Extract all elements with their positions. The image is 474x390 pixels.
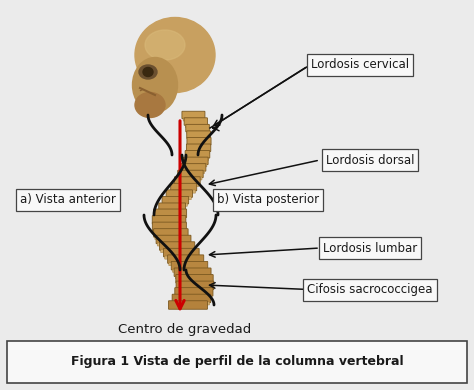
Text: Figura 1 Vista de perfil de la columna vertebral: Figura 1 Vista de perfil de la columna v… — [71, 356, 403, 369]
FancyBboxPatch shape — [162, 197, 189, 204]
FancyBboxPatch shape — [181, 164, 206, 171]
FancyBboxPatch shape — [186, 157, 209, 160]
FancyBboxPatch shape — [172, 190, 196, 193]
Text: a) Vista anterior: a) Vista anterior — [20, 193, 116, 206]
Ellipse shape — [135, 18, 215, 92]
FancyBboxPatch shape — [185, 124, 206, 128]
FancyBboxPatch shape — [176, 295, 212, 298]
Ellipse shape — [145, 30, 185, 60]
FancyBboxPatch shape — [188, 151, 210, 154]
FancyBboxPatch shape — [171, 183, 197, 191]
FancyBboxPatch shape — [164, 256, 198, 259]
FancyBboxPatch shape — [178, 170, 203, 178]
FancyBboxPatch shape — [166, 190, 192, 197]
FancyBboxPatch shape — [152, 216, 186, 224]
Text: Cifosis sacrococcigea: Cifosis sacrococcigea — [307, 284, 433, 296]
FancyBboxPatch shape — [156, 235, 191, 244]
FancyBboxPatch shape — [173, 269, 207, 272]
FancyBboxPatch shape — [174, 177, 200, 184]
FancyBboxPatch shape — [172, 294, 211, 303]
FancyBboxPatch shape — [159, 242, 195, 250]
FancyArrowPatch shape — [140, 89, 143, 90]
FancyBboxPatch shape — [176, 281, 214, 290]
Text: Lordosis dorsal: Lordosis dorsal — [326, 154, 414, 167]
FancyBboxPatch shape — [187, 131, 208, 134]
FancyBboxPatch shape — [188, 138, 210, 141]
FancyBboxPatch shape — [184, 118, 208, 125]
FancyBboxPatch shape — [186, 144, 211, 151]
FancyBboxPatch shape — [176, 275, 213, 283]
FancyBboxPatch shape — [7, 341, 467, 383]
FancyBboxPatch shape — [175, 276, 210, 279]
Text: b) Vista posterior: b) Vista posterior — [217, 193, 319, 206]
FancyBboxPatch shape — [155, 217, 185, 220]
FancyBboxPatch shape — [186, 124, 210, 132]
FancyBboxPatch shape — [183, 118, 204, 121]
FancyBboxPatch shape — [169, 262, 202, 266]
FancyBboxPatch shape — [161, 250, 193, 253]
FancyBboxPatch shape — [154, 229, 188, 237]
Ellipse shape — [135, 92, 165, 117]
FancyBboxPatch shape — [188, 144, 210, 147]
FancyBboxPatch shape — [160, 210, 184, 213]
Ellipse shape — [139, 65, 157, 79]
FancyBboxPatch shape — [171, 261, 208, 270]
Ellipse shape — [143, 67, 153, 76]
FancyBboxPatch shape — [159, 203, 186, 211]
FancyBboxPatch shape — [176, 183, 199, 186]
FancyBboxPatch shape — [167, 197, 191, 200]
FancyBboxPatch shape — [184, 164, 207, 167]
FancyBboxPatch shape — [182, 111, 205, 119]
FancyBboxPatch shape — [163, 203, 187, 206]
FancyBboxPatch shape — [185, 151, 210, 158]
FancyBboxPatch shape — [154, 209, 187, 218]
FancyBboxPatch shape — [173, 302, 210, 305]
FancyBboxPatch shape — [155, 236, 187, 239]
FancyBboxPatch shape — [177, 289, 213, 292]
FancyBboxPatch shape — [177, 282, 212, 285]
FancyBboxPatch shape — [182, 170, 205, 174]
FancyBboxPatch shape — [179, 177, 202, 180]
Text: Centro de gravedad: Centro de gravedad — [118, 323, 252, 337]
FancyBboxPatch shape — [152, 222, 186, 230]
Text: Lordosis cervical: Lordosis cervical — [311, 58, 409, 71]
FancyBboxPatch shape — [168, 301, 208, 309]
Ellipse shape — [133, 57, 177, 112]
FancyBboxPatch shape — [187, 137, 211, 145]
FancyBboxPatch shape — [154, 230, 185, 233]
FancyBboxPatch shape — [168, 255, 204, 263]
FancyBboxPatch shape — [164, 248, 199, 257]
FancyBboxPatch shape — [187, 131, 210, 138]
FancyBboxPatch shape — [154, 223, 185, 226]
FancyBboxPatch shape — [157, 243, 190, 246]
FancyBboxPatch shape — [175, 288, 213, 296]
FancyBboxPatch shape — [174, 268, 211, 277]
Text: Lordosis lumbar: Lordosis lumbar — [323, 241, 417, 255]
FancyBboxPatch shape — [183, 157, 208, 165]
